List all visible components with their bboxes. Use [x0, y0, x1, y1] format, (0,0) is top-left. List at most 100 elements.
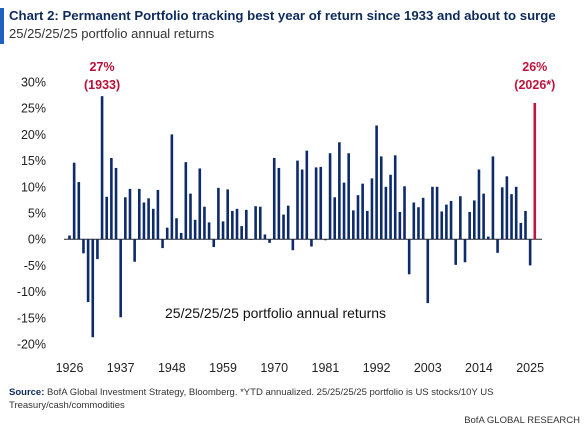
bar — [319, 166, 323, 240]
bar — [258, 206, 262, 240]
bar — [328, 153, 332, 240]
y-tick-label: 25% — [21, 102, 46, 116]
bar — [96, 239, 99, 260]
x-tick-label: 2025 — [516, 361, 544, 375]
bar — [207, 222, 211, 240]
bar-highlight — [533, 102, 537, 240]
bar — [459, 196, 462, 240]
bar — [528, 239, 532, 266]
bar — [407, 239, 411, 275]
bar — [114, 167, 118, 240]
bar — [263, 234, 267, 240]
bar — [514, 186, 518, 240]
chart-title: Chart 2: Permanent Portfolio tracking be… — [9, 8, 556, 23]
bar — [221, 221, 225, 240]
bar — [393, 155, 397, 240]
bar — [105, 196, 109, 240]
bar — [389, 174, 392, 240]
bar — [286, 205, 290, 240]
bar — [291, 239, 295, 251]
bar — [100, 96, 104, 240]
bar — [110, 157, 113, 240]
annotation-year: (1933) — [84, 78, 120, 92]
bar — [268, 239, 271, 243]
y-tick-label: 5% — [28, 207, 46, 221]
y-tick-label: 10% — [21, 180, 46, 194]
bar — [347, 153, 350, 240]
bar — [175, 218, 178, 240]
x-tick-label: 1948 — [158, 361, 186, 375]
annotation-value: 26% — [522, 60, 547, 74]
bar — [170, 134, 174, 240]
bar — [124, 197, 127, 240]
bar — [356, 195, 360, 240]
bar — [505, 176, 509, 240]
y-tick-label: 0% — [28, 233, 46, 247]
bar — [231, 210, 234, 240]
bar — [417, 207, 420, 240]
bar — [165, 227, 169, 240]
bar — [72, 162, 76, 240]
bar — [68, 235, 71, 240]
bar — [500, 187, 504, 240]
bar — [379, 156, 383, 240]
bar — [445, 204, 448, 240]
inner-chart-label: 25/25/25/25 portfolio annual returns — [165, 305, 386, 321]
bar — [184, 162, 188, 240]
x-tick-label: 1992 — [363, 361, 391, 375]
bar — [240, 226, 243, 240]
bar — [179, 232, 183, 240]
bar — [375, 125, 378, 240]
bar — [342, 182, 346, 240]
x-tick-label: 2014 — [465, 361, 493, 375]
bar — [119, 239, 122, 318]
bar — [491, 156, 495, 240]
bar — [156, 189, 160, 240]
bar — [403, 186, 406, 240]
bar — [310, 239, 313, 247]
bar — [426, 239, 430, 304]
bar — [384, 186, 388, 240]
x-tick-label: 2003 — [414, 361, 442, 375]
bar — [510, 194, 513, 240]
bar — [440, 211, 444, 240]
y-tick-label: -10% — [17, 285, 46, 299]
bar — [77, 182, 81, 240]
bar — [352, 210, 355, 240]
bar — [305, 150, 309, 240]
bar — [398, 211, 402, 240]
bar — [91, 239, 95, 338]
bar — [477, 169, 481, 240]
bar — [333, 197, 337, 240]
bar — [161, 239, 164, 249]
chart-subtitle: 25/25/25/25 portfolio annual returns — [9, 26, 215, 41]
annotation-value: 27% — [90, 60, 115, 74]
y-tick-label: -15% — [17, 311, 46, 325]
source-label: Source: — [9, 387, 45, 398]
bar — [468, 211, 471, 240]
x-tick-label: 1959 — [209, 361, 237, 375]
bar — [496, 239, 499, 253]
x-tick-label: 1937 — [107, 361, 135, 375]
bar — [365, 210, 369, 240]
bar — [235, 208, 239, 240]
bar — [314, 167, 318, 240]
source-note: Source: BofA Global Investment Strategy,… — [9, 386, 529, 412]
bar — [473, 200, 476, 240]
annotation-year: (2026*) — [514, 78, 555, 92]
y-tick-label: 30% — [21, 76, 46, 90]
bar — [277, 167, 281, 240]
bar — [254, 206, 257, 240]
bar — [412, 202, 416, 240]
bar — [361, 183, 364, 240]
x-tick-label: 1981 — [312, 361, 340, 375]
bar — [524, 210, 527, 240]
bar — [147, 198, 150, 240]
bar — [296, 160, 299, 240]
bar — [133, 239, 136, 262]
bar — [203, 206, 206, 240]
y-tick-label: 15% — [21, 154, 46, 168]
title-accent-bar — [0, 8, 4, 44]
footer-brand: BofA GLOBAL RESEARCH — [464, 415, 580, 426]
